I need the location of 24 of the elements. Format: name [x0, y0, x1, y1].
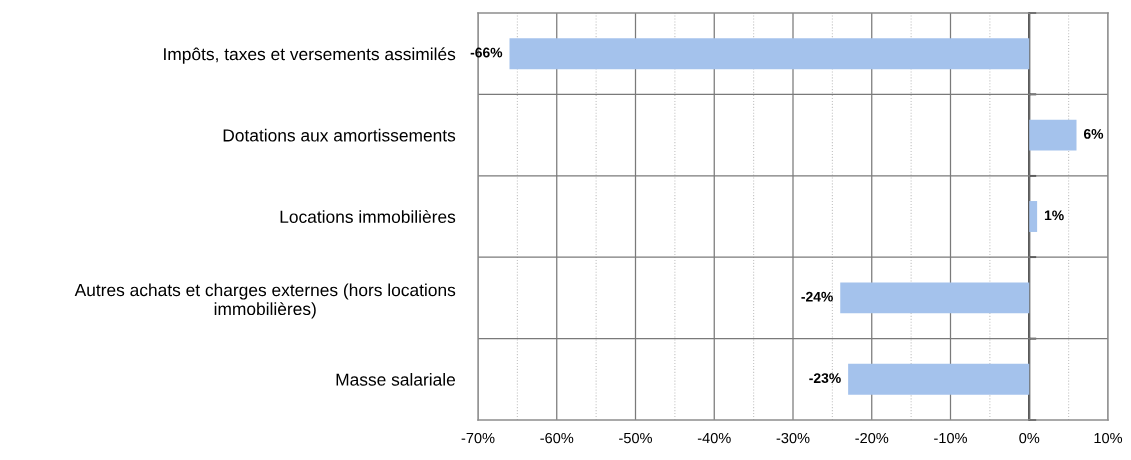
y-tick-label: Locations immobilières: [280, 210, 456, 223]
x-tick-label: -70%: [461, 432, 495, 444]
bar: [1029, 119, 1077, 151]
x-tick-label: 0%: [1019, 432, 1040, 444]
x-tick-label: -30%: [776, 432, 810, 444]
bar: [848, 363, 1030, 395]
y-tick-label: Impôts, taxes et versements assimilés: [164, 47, 456, 64]
y-tick-label: Dotations aux amortissements: [223, 128, 456, 142]
data-label: -66%: [470, 47, 503, 58]
data-label: 1%: [1044, 210, 1064, 221]
x-tick-label: 10%: [1094, 432, 1123, 444]
x-tick-label: -10%: [934, 432, 967, 444]
data-label: 6%: [1083, 128, 1104, 139]
bar: [1029, 201, 1038, 232]
bar: [509, 38, 1030, 70]
data-label: -24%: [801, 291, 833, 302]
x-tick-label: -60%: [540, 432, 574, 444]
x-tick-label: -20%: [855, 432, 889, 444]
data-label: -23%: [809, 373, 841, 384]
y-tick-label: Autres achats et charges externes (hors locations immobilières): [74, 283, 456, 319]
y-tick-label: Masse salariale: [336, 373, 456, 386]
bar: [840, 282, 1030, 314]
x-tick-label: -40%: [697, 432, 731, 444]
x-tick-label: -50%: [619, 432, 652, 444]
